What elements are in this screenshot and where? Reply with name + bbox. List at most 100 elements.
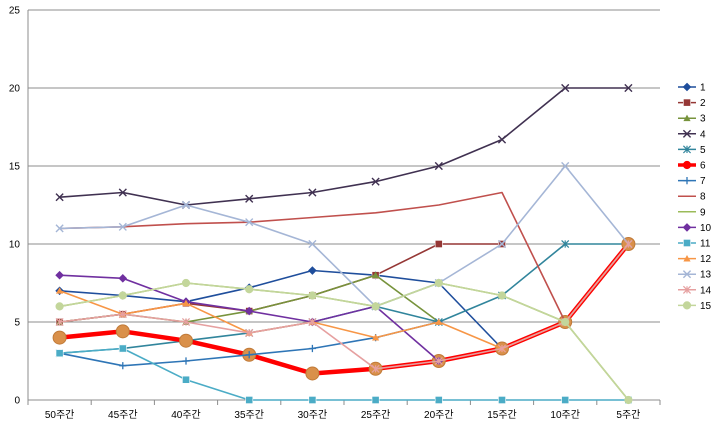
data-point — [497, 344, 507, 353]
y-tick-label: 5 — [14, 318, 20, 329]
legend-item-14: 14 — [678, 285, 712, 296]
data-point — [308, 396, 317, 404]
legend-label: 3 — [700, 114, 706, 125]
legend-label: 15 — [700, 301, 712, 312]
data-point — [434, 240, 443, 248]
series-13 — [55, 161, 633, 311]
legend-label: 13 — [700, 270, 712, 281]
data-point — [371, 177, 380, 186]
data-point — [435, 318, 443, 325]
legend-item-15: 15 — [678, 301, 712, 312]
legend-marker — [682, 223, 692, 232]
series-line-13 — [59, 165, 630, 308]
y-tick-label: 25 — [9, 6, 21, 17]
data-point — [434, 396, 443, 404]
data-point — [118, 188, 127, 197]
x-tick-label: 30주간 — [298, 409, 328, 421]
legend-marker — [683, 255, 691, 262]
legend-item-2: 2 — [678, 98, 706, 109]
data-point — [561, 317, 570, 327]
data-point — [118, 222, 127, 231]
legend-label: 10 — [700, 223, 712, 234]
legend-item-10: 10 — [678, 223, 712, 234]
data-point — [182, 299, 190, 307]
series-8 — [59, 191, 630, 323]
data-point — [308, 266, 317, 275]
legend-marker — [683, 98, 691, 107]
legend-label: 1 — [700, 83, 706, 94]
data-point — [434, 161, 443, 171]
series-group — [52, 83, 636, 405]
y-tick-label: 10 — [9, 240, 21, 251]
legend-label: 6 — [700, 161, 706, 172]
data-point — [308, 291, 317, 300]
series-11 — [55, 344, 633, 404]
series-4 — [55, 83, 633, 210]
data-point — [624, 239, 633, 249]
x-tick-label: 10주간 — [550, 409, 580, 421]
data-point — [371, 364, 380, 373]
series-3 — [56, 271, 443, 325]
data-point — [624, 83, 633, 93]
legend-label: 9 — [700, 207, 706, 218]
data-point — [305, 366, 320, 381]
legend-marker — [683, 114, 691, 122]
series-5 — [55, 239, 633, 358]
data-point — [244, 306, 254, 316]
x-tick-label: 50주간 — [45, 409, 75, 421]
legend-item-11: 11 — [678, 239, 711, 250]
legend-marker — [682, 129, 692, 138]
legend-item-7: 7 — [678, 176, 706, 187]
series-line-1 — [59, 269, 503, 350]
series-15 — [55, 278, 633, 405]
data-point — [245, 351, 253, 359]
legend-label: 5 — [700, 145, 706, 156]
series-line-4 — [59, 87, 629, 206]
data-point — [561, 161, 570, 171]
legend-item-8: 8 — [678, 192, 706, 203]
y-tick-label: 0 — [14, 396, 20, 407]
series-line-8 — [59, 191, 630, 323]
data-point — [434, 278, 443, 288]
data-point — [371, 302, 380, 311]
data-point — [118, 291, 127, 300]
data-point — [624, 395, 633, 405]
data-point — [182, 357, 190, 365]
data-point — [55, 349, 64, 358]
legend-item-13: 13 — [678, 270, 712, 281]
legend-marker — [682, 145, 692, 154]
data-point — [308, 317, 317, 327]
data-point — [308, 344, 316, 353]
series-line-15 — [59, 282, 630, 401]
x-tick-label: 25주간 — [361, 409, 391, 421]
legend-marker — [682, 301, 692, 310]
data-point — [55, 317, 64, 327]
y-tick-label: 15 — [9, 162, 21, 173]
data-point — [56, 287, 64, 294]
x-tick-label: 35주간 — [234, 409, 264, 421]
legend-item-1: 1 — [678, 83, 706, 94]
series-line-6 — [59, 242, 631, 376]
legend-label: 8 — [700, 192, 706, 203]
data-point — [115, 324, 130, 339]
data-point — [245, 328, 254, 337]
data-point — [561, 396, 570, 404]
legend-item-9: 9 — [678, 207, 706, 218]
data-point — [182, 375, 190, 384]
data-point — [308, 188, 317, 197]
x-tick-label: 15주간 — [487, 409, 517, 421]
data-point — [52, 330, 67, 345]
data-point — [245, 396, 254, 404]
x-tick-label: 45주간 — [108, 409, 138, 421]
axes: 0 5 10 15 20 25 50주간 45주간 40주간 35주간 30주간 25주간 20주간 15… — [9, 6, 661, 421]
data-point — [561, 239, 570, 249]
legend-item-4: 4 — [678, 129, 706, 140]
legend-marker — [682, 270, 692, 279]
legend-label: 14 — [700, 285, 712, 296]
legend-marker — [682, 285, 692, 294]
x-tick-label: 20주간 — [424, 409, 454, 421]
data-point — [371, 396, 380, 404]
data-point — [55, 193, 64, 202]
